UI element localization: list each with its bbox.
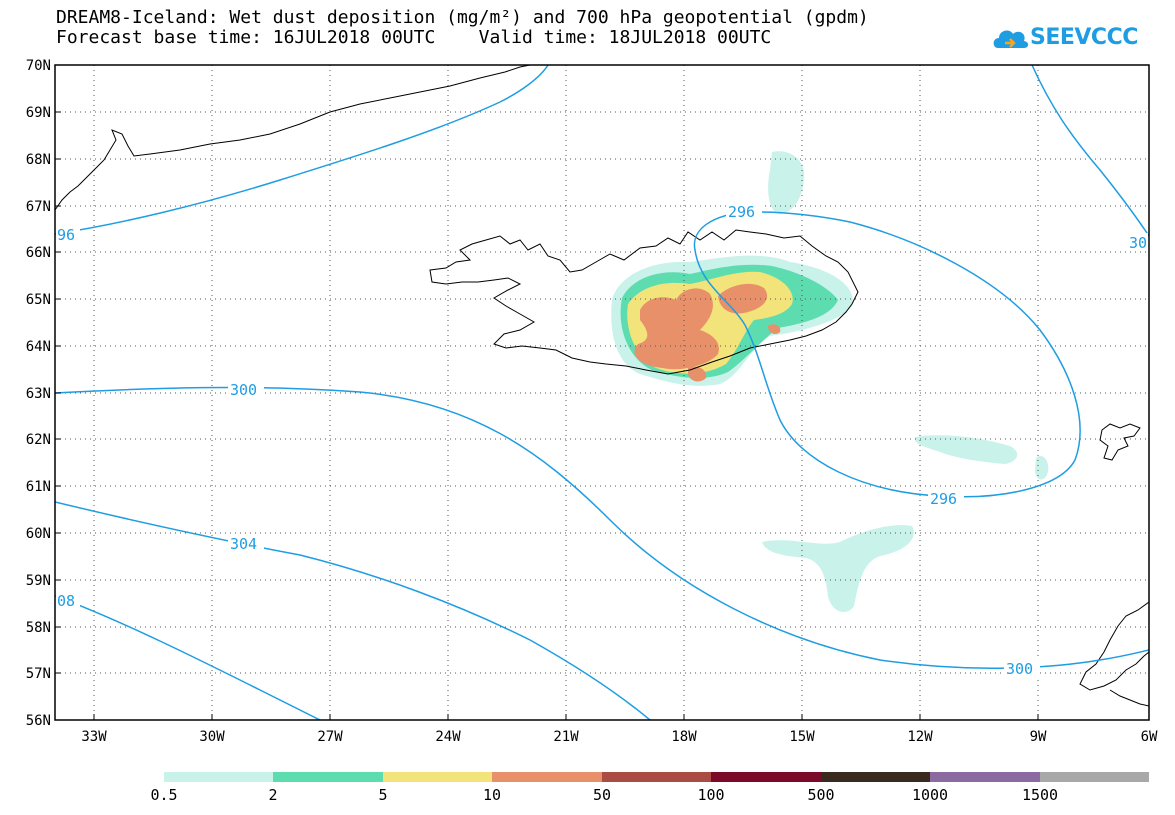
contour-labels: 296 296 300 304 300 96 08 30 <box>56 202 1148 678</box>
lon-label: 30W <box>199 729 225 745</box>
contour-line <box>55 501 651 720</box>
colorbar-label: 0.5 <box>150 786 177 804</box>
dust-area-orange-south <box>688 366 707 382</box>
map-frame <box>54 64 1150 721</box>
dust-deposition-field <box>611 151 1049 612</box>
contour-label: 296 <box>728 203 755 221</box>
lat-label: 62N <box>26 432 51 448</box>
lat-label: 58N <box>26 620 51 636</box>
dust-area-orange-west <box>634 288 719 370</box>
contour-line <box>55 595 321 720</box>
greenland-coast <box>55 65 531 211</box>
lat-label: 56N <box>26 713 51 729</box>
contour-label: 30 <box>1129 234 1147 252</box>
colorbar-segment <box>711 772 821 782</box>
geopotential-contours <box>55 65 1149 720</box>
iceland-coast <box>429 229 859 375</box>
colorbar-segment <box>821 772 930 782</box>
colorbar-label: 100 <box>697 786 724 804</box>
cloud-icon <box>993 30 1029 48</box>
dust-area-light-north <box>768 151 805 214</box>
contour-label: 304 <box>230 535 257 553</box>
lon-label: 21W <box>553 729 579 745</box>
dust-area-orange-small <box>768 324 781 334</box>
lat-label: 69N <box>26 105 51 121</box>
lon-label: 6W <box>1141 729 1158 745</box>
dust-area-light-south <box>762 525 914 612</box>
coastlines <box>55 65 1149 707</box>
lon-label: 9W <box>1030 729 1047 745</box>
contour-label: 296 <box>930 490 957 508</box>
latitude-labels: 70N 69N 68N 67N 66N 65N 64N 63N 62N 61N … <box>26 58 51 729</box>
colorbar-segment <box>602 772 711 782</box>
colorbar-label: 2 <box>268 786 277 804</box>
scotland-islands <box>1109 689 1149 707</box>
tick-marks <box>55 64 1039 720</box>
lon-label: 24W <box>435 729 461 745</box>
lat-label: 67N <box>26 199 51 215</box>
lat-label: 68N <box>26 152 51 168</box>
lat-label: 57N <box>26 666 51 682</box>
colorbar-label: 5 <box>378 786 387 804</box>
longitude-labels: 33W 30W 27W 24W 21W 18W 15W 12W 9W 6W <box>81 729 1158 745</box>
lat-label: 64N <box>26 339 51 355</box>
colorbar-segment <box>1040 772 1149 782</box>
contour-line <box>55 65 549 235</box>
contour-line <box>1031 65 1149 237</box>
seevccc-logo: SEEVCCC <box>990 18 1160 58</box>
lat-label: 59N <box>26 573 51 589</box>
forecast-times: Forecast base time: 16JUL2018 00UTC Vali… <box>56 27 772 48</box>
map-title: DREAM8-Iceland: Wet dust deposition (mg/… <box>56 7 869 28</box>
lon-label: 18W <box>671 729 697 745</box>
colorbar-segment <box>383 772 492 782</box>
contour-label: 300 <box>1006 660 1033 678</box>
contour-line <box>55 386 1149 670</box>
contour-line <box>693 211 1081 498</box>
faroe-coast <box>1099 423 1141 461</box>
lon-label: 33W <box>81 729 107 745</box>
graticule <box>55 65 1149 720</box>
colorbar-label: 1000 <box>912 786 948 804</box>
colorbar-label: 50 <box>593 786 611 804</box>
lat-label: 65N <box>26 292 51 308</box>
lat-label: 63N <box>26 386 51 402</box>
logo-text: SEEVCCC <box>1030 25 1138 50</box>
contour-label: 96 <box>57 226 75 244</box>
colorbar-label: 500 <box>807 786 834 804</box>
lon-label: 27W <box>317 729 343 745</box>
lon-label: 12W <box>907 729 933 745</box>
colorbar-label: 1500 <box>1022 786 1058 804</box>
contour-label: 300 <box>230 381 257 399</box>
contour-label: 08 <box>57 592 75 610</box>
colorbar-segment <box>164 772 273 782</box>
lat-label: 66N <box>26 245 51 261</box>
colorbar-segment <box>273 772 383 782</box>
colorbar: 0.5 2 5 10 50 100 500 1000 1500 <box>150 772 1149 804</box>
lon-label: 15W <box>789 729 815 745</box>
lat-label: 70N <box>26 58 51 74</box>
colorbar-segment <box>492 772 602 782</box>
scotland-coast <box>1079 601 1149 691</box>
lat-label: 61N <box>26 479 51 495</box>
colorbar-label: 10 <box>483 786 501 804</box>
dust-area-light-faroe <box>1035 455 1049 480</box>
dust-area-light-southeast <box>914 435 1018 464</box>
colorbar-segment <box>930 772 1040 782</box>
lat-label: 60N <box>26 526 51 542</box>
